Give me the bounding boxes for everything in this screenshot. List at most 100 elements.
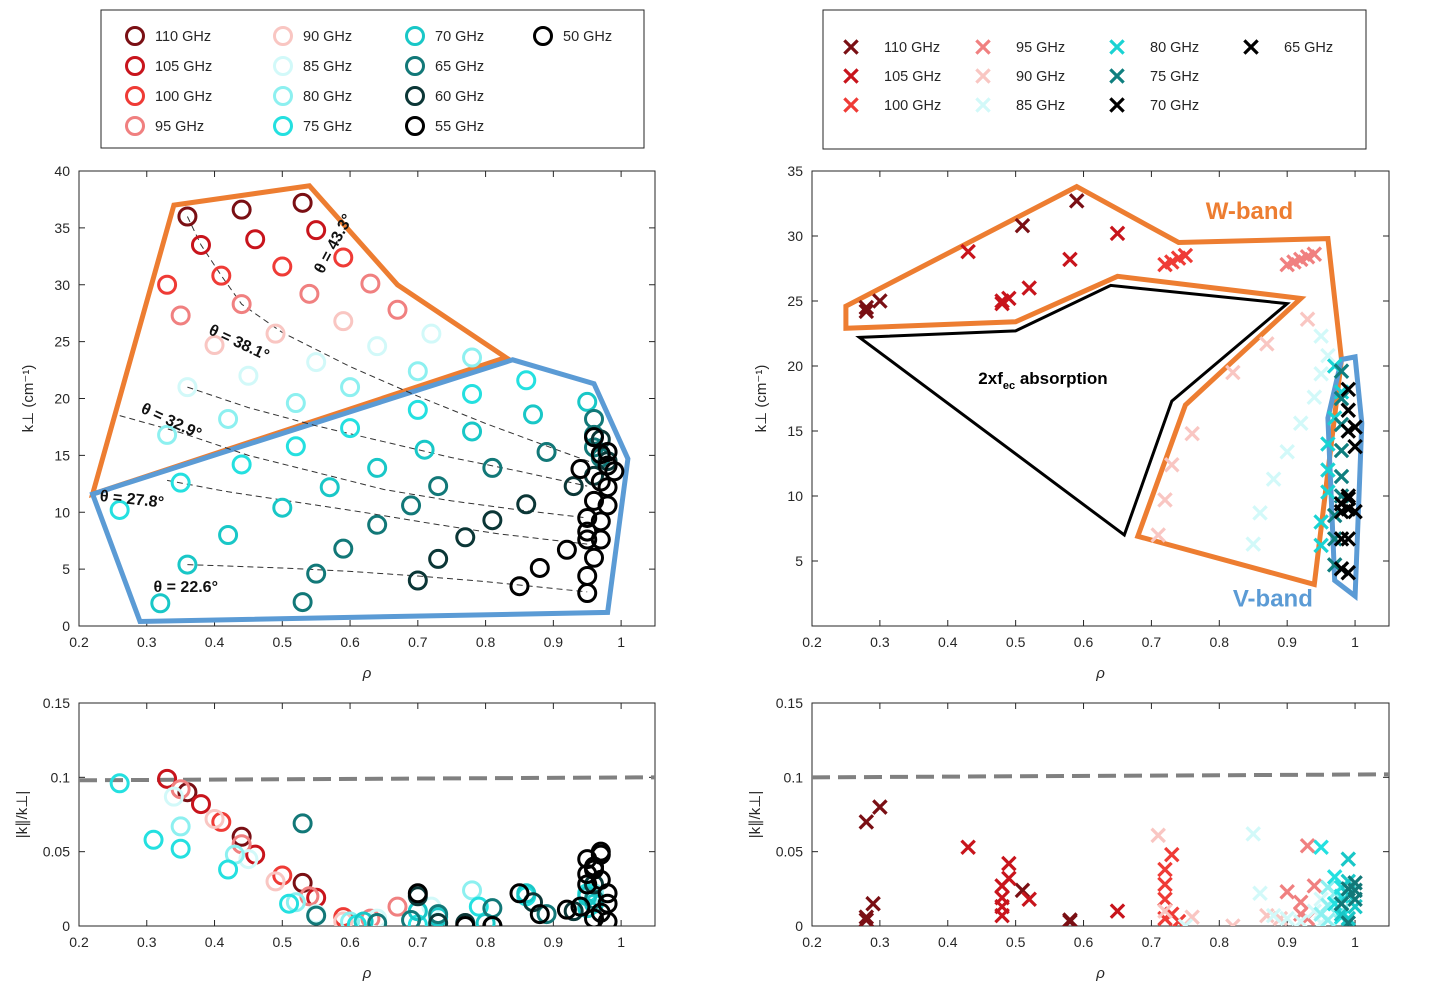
data-point: [170, 816, 191, 837]
data-point: [218, 408, 239, 429]
legend-marker: [125, 56, 145, 76]
data-point: [523, 404, 544, 425]
x-tick-label: 0.3: [137, 634, 157, 650]
x-tick-label: 0.5: [1006, 634, 1026, 650]
data-point: [421, 323, 442, 344]
legend-marker: [125, 26, 145, 46]
data-point: [1157, 891, 1173, 908]
data-point: [204, 808, 225, 829]
legend-top-right: 110 GHz 105 GHz 100 GHz 95 GHz 90 GHz 85 GHz 8…: [822, 9, 1367, 150]
data-point: [428, 476, 449, 497]
data-point: [858, 299, 875, 316]
theta-label: θ = 22.6°: [154, 579, 218, 596]
data-point: [306, 352, 327, 373]
data-point: [590, 511, 611, 532]
data-point: [1333, 468, 1350, 485]
data-point: [1326, 869, 1343, 885]
figure-root: 0.2 0.3 0.4 0.5 0.6 0.7 0.8 0.9 1051015202530354…: [14, 9, 1390, 982]
legend-label-70-ghz: 70 GHz: [435, 29, 484, 45]
x-tick-label: 0.4: [205, 934, 225, 950]
data-point: [1252, 885, 1268, 902]
data-point: [1150, 827, 1166, 844]
data-point: [292, 592, 313, 613]
x-tick-label: 0.3: [137, 934, 157, 950]
data-point: [272, 256, 293, 277]
x-tick-label: 0.4: [938, 934, 958, 950]
data-point: [279, 893, 300, 914]
data-point: [170, 838, 191, 859]
series-75-ghz: [109, 370, 537, 520]
data-point: [556, 539, 577, 560]
data-point: [292, 192, 313, 213]
x-tick-label: 0.7: [408, 934, 428, 950]
data-point: [1164, 254, 1180, 270]
legend-marker: [975, 39, 991, 55]
data-point: [1333, 895, 1350, 912]
legend-box: [822, 9, 1367, 150]
data-point: [285, 436, 306, 457]
annotation-w-band: W-band: [1206, 198, 1294, 225]
series-55-ghz: [509, 444, 618, 597]
data-point: [1347, 882, 1363, 899]
data-point: [1299, 837, 1316, 854]
y-tick-label: 0.15: [43, 695, 70, 711]
data-point: [1299, 311, 1316, 327]
data-point: [1306, 246, 1323, 262]
data-point: [1170, 913, 1187, 926]
data-point: [1347, 438, 1363, 455]
data-point: [204, 335, 225, 356]
plot-area: [812, 772, 1389, 926]
data-point: [577, 874, 598, 895]
legend-label-65-ghz: 65 GHz: [435, 59, 484, 75]
data-point: [1245, 826, 1262, 842]
data-point: [1306, 903, 1323, 919]
data-point: [509, 576, 530, 597]
legend-label-110-ghz: 110 GHz: [155, 29, 211, 45]
data-point: [1001, 290, 1017, 307]
axes-box: [811, 170, 1390, 627]
legend-label-105-ghz: 105 GHz: [155, 59, 212, 75]
data-point: [1340, 490, 1357, 507]
data-point: [1340, 564, 1357, 581]
data-point: [428, 913, 449, 926]
y-tick-label: 0: [62, 618, 70, 634]
data-point: [319, 477, 340, 498]
x-tick-label: 0.9: [1277, 934, 1297, 950]
data-point: [387, 896, 408, 917]
data-point: [238, 849, 259, 870]
x-tick-label: 1: [617, 934, 625, 950]
x-tick-label: 0.9: [544, 934, 564, 950]
data-point: [1062, 913, 1078, 926]
data-point: [1259, 336, 1275, 352]
data-point: [407, 570, 428, 591]
data-point: [536, 904, 557, 925]
annotation-text: V-band: [1233, 586, 1313, 613]
y-tick-label: 15: [54, 447, 70, 463]
legend-marker: [273, 86, 293, 106]
y-tick-label: 0: [795, 918, 803, 934]
data-point: [333, 538, 354, 559]
x-tick-label: 0.8: [1210, 634, 1230, 650]
data-point: [428, 904, 449, 925]
y-tick-label: 0.05: [43, 844, 70, 860]
y-axis-label: |k∥/k⊥|: [747, 791, 764, 839]
plot-area: [88, 183, 631, 625]
data-point: [597, 883, 618, 904]
legend-box: [100, 9, 645, 149]
data-point: [1340, 915, 1357, 926]
data-point: [387, 299, 408, 320]
x-tick-label: 0.7: [1142, 934, 1162, 950]
data-point: [529, 557, 550, 578]
data-point: [536, 441, 557, 462]
data-point: [570, 896, 591, 917]
data-point: [1157, 492, 1173, 508]
x-tick-label: 0.2: [69, 634, 89, 650]
x-tick-label: 0.8: [1210, 934, 1230, 950]
x-tick-label: 0.5: [273, 934, 293, 950]
data-point: [1333, 561, 1350, 577]
legend-label-110-ghz: 110 GHz: [884, 40, 940, 56]
y-tick-label: 5: [62, 561, 70, 577]
data-point: [1347, 419, 1363, 435]
legend-marker: [125, 116, 145, 136]
data-point: [1001, 870, 1017, 887]
